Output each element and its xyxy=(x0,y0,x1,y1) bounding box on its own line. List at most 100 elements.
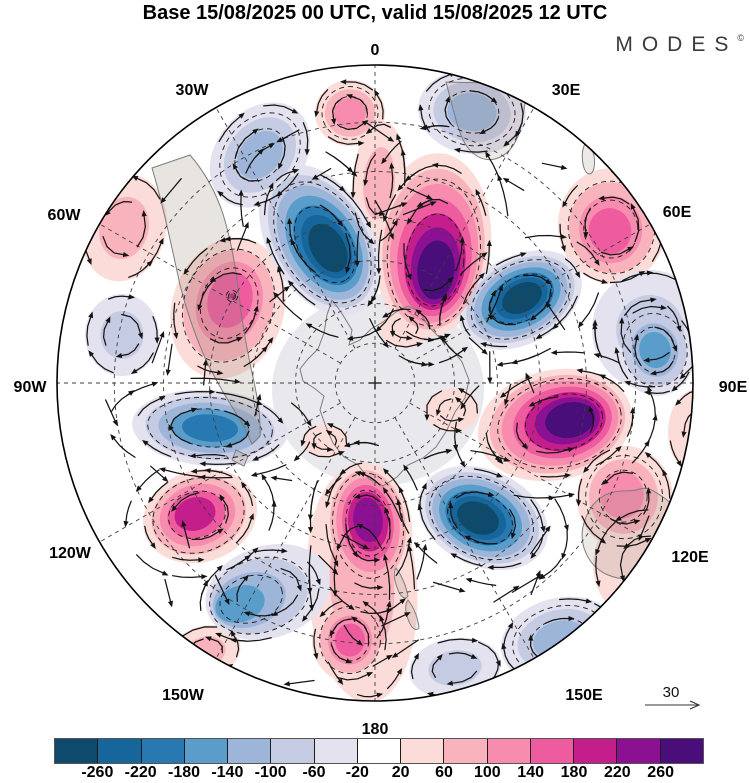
dashed-contour xyxy=(585,455,663,540)
dashed-contour xyxy=(319,605,381,675)
longitude-label-30W: 30W xyxy=(176,82,210,99)
colorbar-segment-10 xyxy=(444,739,488,763)
longitude-label-120W: 120W xyxy=(49,545,92,562)
longitude-label-60W: 60W xyxy=(48,207,82,224)
colorbar-tick-label: -20 xyxy=(345,764,369,781)
anomaly-contour xyxy=(428,650,482,686)
longitude-label-90W: 90W xyxy=(14,379,48,396)
graticule xyxy=(57,65,693,701)
colorbar-tick-label: -180 xyxy=(167,764,201,781)
map-boundary xyxy=(56,64,694,702)
reference-arrow xyxy=(645,700,701,710)
colorbar-segment-3 xyxy=(141,739,185,763)
colorbar-tick-label: -260 xyxy=(81,764,114,781)
coastline-tasmania xyxy=(631,589,644,603)
anomaly-contour xyxy=(174,497,216,531)
colorbar-tick-label: 100 xyxy=(473,764,501,781)
anomaly-contour xyxy=(425,388,479,432)
dashed-contour xyxy=(598,469,648,523)
longitude-label-150E: 150E xyxy=(565,687,603,704)
colorbar-tick-label: 180 xyxy=(560,764,588,781)
anomaly-contour xyxy=(99,196,149,260)
colorbar-tick-label: 60 xyxy=(435,764,453,781)
longitude-label-120E: 120E xyxy=(671,549,709,566)
colorbar-tick-label: 140 xyxy=(517,764,545,781)
dashed-contour xyxy=(405,213,465,307)
colorbar-segment-5 xyxy=(228,739,272,763)
longitude-label-150W: 150W xyxy=(162,687,205,704)
anomaly-contour xyxy=(457,501,499,535)
colorbar-segment-13 xyxy=(574,739,618,763)
coastline-africa-tip xyxy=(445,81,528,161)
coastline-australia xyxy=(581,487,682,580)
colorbar-segment-7 xyxy=(314,739,358,763)
longitude-label-30E: 30E xyxy=(552,82,581,99)
coastline-antarctica xyxy=(299,298,470,487)
map-field xyxy=(57,65,693,701)
anomaly-contour xyxy=(545,401,595,439)
anomaly-contour xyxy=(588,208,632,254)
colorbar-segment-14 xyxy=(617,739,661,763)
anomaly-contour xyxy=(353,497,383,543)
anomaly-contour xyxy=(335,623,365,657)
coastline-new-zealand-north xyxy=(393,567,409,599)
colorbar-segment-12 xyxy=(530,739,575,763)
colorbar-labels: -260 -220 -180 -140 -100 -60 -20 20 60 100 140 180 2… xyxy=(54,764,704,782)
dashed-contour xyxy=(181,248,276,363)
longitude-label-90E: 90E xyxy=(719,379,748,396)
anomaly-contour xyxy=(447,92,497,132)
anomaly-contour xyxy=(363,146,395,220)
colorbar-segment-8 xyxy=(357,739,402,763)
dashed-contour xyxy=(225,289,239,303)
dashed-contour xyxy=(168,490,226,539)
dashed-contour xyxy=(386,178,482,327)
colorbar-tick-label: 260 xyxy=(647,764,675,781)
anomaly-contour xyxy=(100,311,144,359)
colorbar-tick-label: -220 xyxy=(124,764,157,781)
colorbar-segment-15 xyxy=(660,739,703,763)
page-title: Base 15/08/2025 00 UTC, valid 15/08/2025… xyxy=(142,2,608,24)
dashed-contour xyxy=(622,312,688,388)
modes-logo-text: MODES xyxy=(615,33,738,56)
dashed-contour xyxy=(273,181,372,304)
dashed-contour xyxy=(583,199,639,259)
colorbar-segment-1 xyxy=(55,739,99,763)
coastline-new-zealand-south xyxy=(405,599,420,631)
anomaly-contour xyxy=(600,471,644,519)
anomaly-contour xyxy=(302,424,348,458)
coastline-tierra-del-fuego xyxy=(231,449,249,467)
colorbar-segment-9 xyxy=(401,739,445,763)
dashed-contour xyxy=(524,393,604,451)
colorbar-segment-6 xyxy=(271,739,315,763)
colorbar-segment-2 xyxy=(98,739,142,763)
dashed-contour xyxy=(209,556,311,635)
modes-logo: MODES© xyxy=(615,33,744,57)
longitude-label-60E: 60E xyxy=(663,204,692,221)
dashed-contour xyxy=(497,378,622,469)
colorbar-tick-label: -100 xyxy=(254,764,287,781)
dashed-contour xyxy=(147,396,273,460)
modes-logo-mark: © xyxy=(737,33,744,43)
anomaly-contour xyxy=(334,97,366,129)
longitude-label-180: 180 xyxy=(362,721,389,738)
dashed-contour xyxy=(152,477,245,554)
colorbar-tick-label: 220 xyxy=(603,764,631,781)
colorbar-segment-4 xyxy=(184,739,229,763)
colorbar-tick-label: -60 xyxy=(302,764,326,781)
dashed-contour xyxy=(470,259,571,340)
colorbar-tick-label: -140 xyxy=(211,764,244,781)
colorbar-segment-11 xyxy=(487,739,531,763)
anomaly-contour xyxy=(308,223,348,273)
longitude-label-0: 0 xyxy=(371,42,380,59)
anomaly-contour xyxy=(668,388,693,476)
dashed-contour xyxy=(228,292,236,300)
dashed-contour xyxy=(321,86,379,140)
wind-vectors xyxy=(82,71,693,698)
colorbar-tick-label: 20 xyxy=(391,764,410,781)
dashed-contour xyxy=(345,489,391,557)
anomaly-contour xyxy=(182,414,238,442)
colorbar xyxy=(54,738,704,764)
dashed-contour xyxy=(219,112,301,198)
